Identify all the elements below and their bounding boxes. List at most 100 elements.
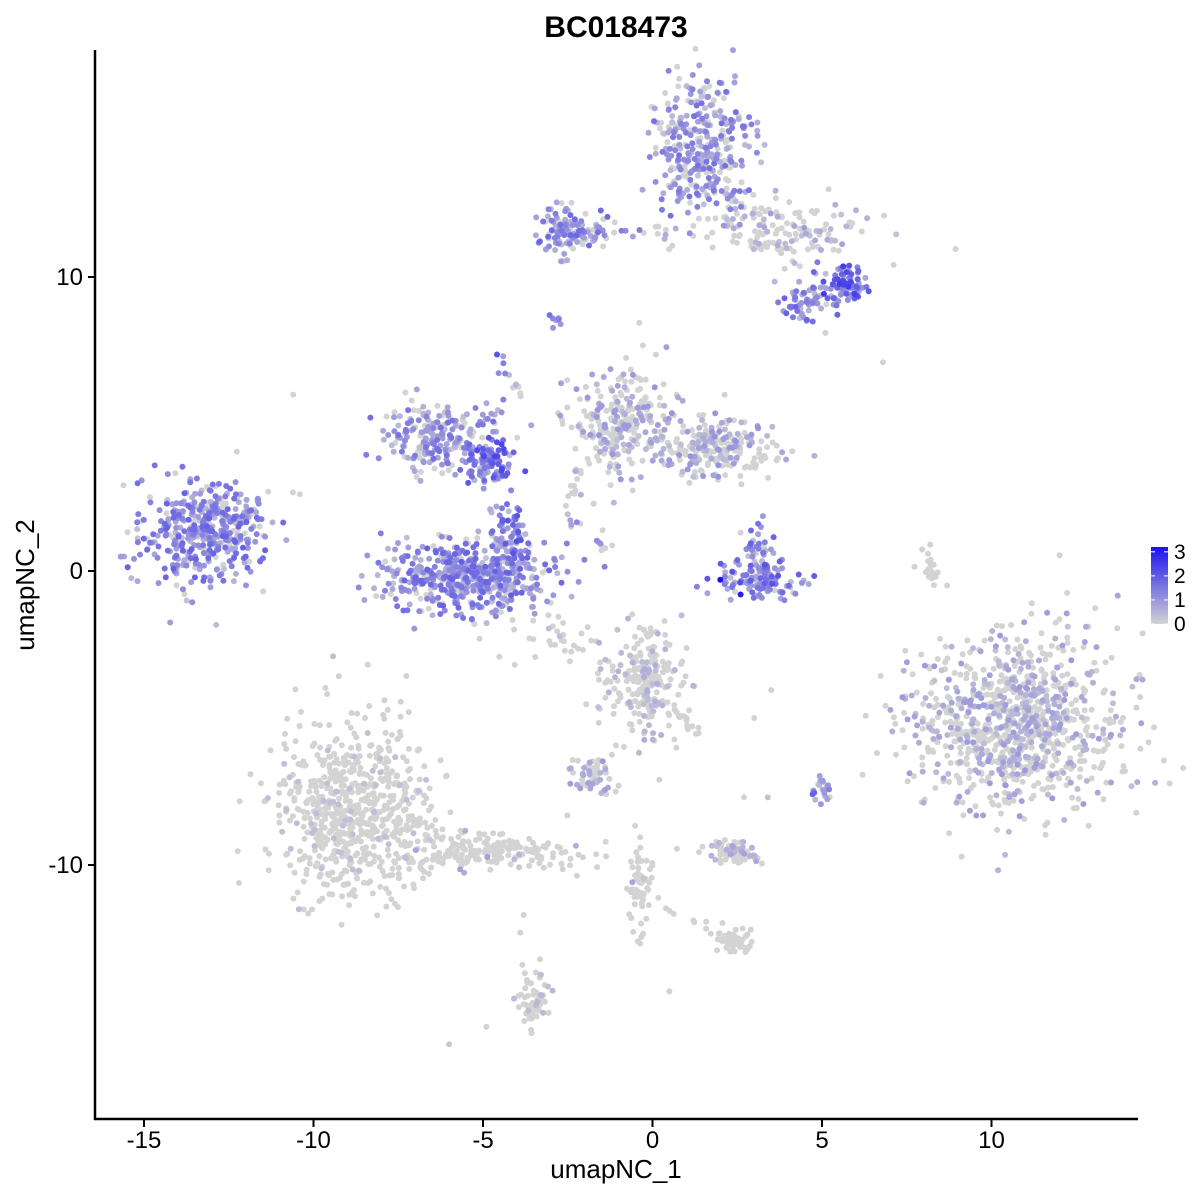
cell-point <box>513 839 520 846</box>
cell-point <box>964 733 971 740</box>
cell-point <box>635 703 642 710</box>
cell-point <box>1081 757 1088 764</box>
cell-point <box>621 411 628 417</box>
cell-point <box>660 190 667 197</box>
cell-point <box>630 437 637 444</box>
cell-point <box>747 853 754 859</box>
cell-point <box>436 569 443 576</box>
cell-point <box>306 788 313 795</box>
cell-point <box>652 178 659 185</box>
cell-point <box>639 890 646 897</box>
cell-point <box>692 45 699 52</box>
cell-point <box>1056 552 1063 559</box>
cell-point <box>707 102 714 109</box>
cell-point <box>970 739 977 746</box>
cell-point <box>396 728 403 735</box>
cell-point <box>369 767 376 774</box>
cell-point <box>973 745 980 752</box>
cell-point <box>292 686 299 693</box>
cell-point <box>629 393 636 400</box>
cell-point <box>652 351 659 358</box>
cell-point <box>493 607 499 614</box>
cell-point <box>313 788 320 795</box>
cell-point <box>1112 713 1119 720</box>
cell-point <box>671 736 678 743</box>
cell-point <box>689 439 696 446</box>
cell-point <box>276 819 283 826</box>
cell-point <box>760 585 766 591</box>
cell-point <box>514 579 521 586</box>
cell-point <box>381 697 388 704</box>
cell-point <box>998 771 1005 778</box>
cell-point <box>707 143 714 150</box>
cell-point <box>764 444 771 451</box>
cell-point <box>300 823 307 830</box>
cell-point <box>318 838 324 845</box>
cell-point <box>672 181 678 188</box>
cell-point <box>499 528 506 535</box>
cell-point <box>416 776 423 783</box>
cell-point <box>614 382 621 389</box>
cell-point <box>357 764 364 771</box>
cell-point <box>602 766 609 773</box>
cell-point <box>934 739 941 746</box>
cell-point <box>167 619 174 626</box>
cell-point <box>234 848 241 855</box>
cell-point <box>452 471 459 478</box>
cell-point <box>641 674 648 680</box>
cell-point <box>547 861 553 868</box>
cell-point <box>843 223 850 230</box>
cell-point <box>1028 739 1035 746</box>
cell-point <box>457 827 464 834</box>
cell-point <box>497 575 504 582</box>
cell-point <box>617 662 624 669</box>
cell-point <box>672 147 679 154</box>
cell-point <box>958 720 964 727</box>
cell-point <box>314 752 321 758</box>
cell-point <box>507 861 514 868</box>
cell-point <box>727 851 734 858</box>
cell-point <box>516 851 522 858</box>
cell-point <box>381 833 388 840</box>
cell-point <box>958 660 965 667</box>
cell-point <box>354 710 361 717</box>
cell-point <box>564 377 571 384</box>
cell-point <box>1040 716 1047 723</box>
cell-point <box>893 231 900 238</box>
cell-point <box>746 143 753 150</box>
cell-point <box>421 846 428 853</box>
cell-point <box>395 837 402 844</box>
cell-point <box>700 201 707 208</box>
cell-point <box>1036 731 1043 738</box>
cell-point <box>1060 709 1067 716</box>
cell-point <box>734 430 741 437</box>
cell-point <box>467 426 474 433</box>
cell-point <box>387 793 394 800</box>
cell-point <box>283 851 290 858</box>
cell-point <box>374 572 381 579</box>
cell-point <box>793 288 800 295</box>
cell-point <box>213 566 220 573</box>
cell-point <box>661 426 668 433</box>
cell-point <box>515 1004 522 1011</box>
cell-point <box>316 853 323 860</box>
cell-point <box>966 807 973 814</box>
cell-point <box>715 462 722 469</box>
cell-point <box>695 215 702 222</box>
cell-point <box>729 843 736 849</box>
cell-point <box>640 896 646 903</box>
cell-point <box>904 778 911 785</box>
cell-point <box>652 662 659 669</box>
cell-point <box>640 701 647 708</box>
cell-point <box>582 210 589 217</box>
cell-point <box>1005 666 1012 673</box>
cell-point <box>730 225 737 232</box>
cell-point <box>207 584 214 591</box>
cell-point <box>266 850 272 857</box>
cell-point <box>698 93 705 100</box>
cell-point <box>606 775 613 782</box>
cell-point <box>1094 748 1101 755</box>
cell-point <box>810 284 817 291</box>
cell-point <box>660 381 667 388</box>
cell-point <box>1012 739 1019 746</box>
